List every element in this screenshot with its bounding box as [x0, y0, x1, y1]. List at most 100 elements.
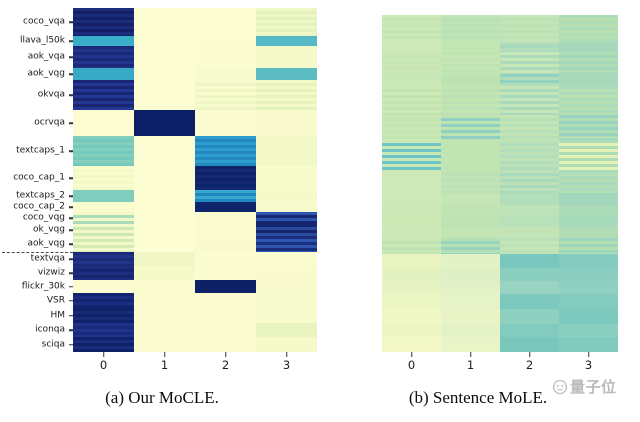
heatmap-cell	[500, 281, 559, 295]
heatmap-cell	[195, 136, 256, 166]
heatmap-cell	[559, 15, 618, 43]
y-tick-label: aok_vqg	[27, 68, 66, 79]
heatmap-cell	[195, 337, 256, 352]
heatmap-cell	[382, 281, 441, 295]
heatmap-cell	[134, 36, 195, 46]
heatmap-cell	[73, 293, 134, 308]
heatmap-row	[73, 293, 317, 308]
x-tick-label: 1	[160, 358, 169, 372]
y-tick-label: aok_vqg	[27, 238, 66, 249]
y-tick-label: okvqa	[37, 89, 65, 100]
heatmap-cell	[559, 294, 618, 309]
y-tick	[69, 73, 73, 75]
heatmap-cell	[256, 68, 317, 80]
heatmap-cell	[134, 202, 195, 212]
y-tick-label: iconqa	[35, 324, 65, 335]
heatmap-cell	[382, 52, 441, 74]
heatmap-row	[382, 85, 618, 115]
heatmap-row	[382, 15, 618, 43]
heatmap-cell	[195, 280, 256, 293]
heatmap-cell	[500, 205, 559, 215]
heatmap-cell	[500, 73, 559, 86]
y-tick-label: VSR	[46, 295, 65, 305]
y-tick	[69, 229, 73, 231]
heatmap-cell	[500, 294, 559, 309]
y-tick	[69, 122, 73, 124]
x-tick	[469, 352, 472, 357]
heatmap-cell	[256, 110, 317, 136]
heatmap-cell	[256, 293, 317, 308]
heatmap-cell	[134, 166, 195, 190]
heatmap-cell	[73, 80, 134, 110]
heatmap-cell	[559, 254, 618, 268]
heatmap-cell	[559, 169, 618, 194]
right-x-axis: 0 1 2 3	[382, 352, 618, 376]
heatmap-row	[73, 80, 317, 110]
heatmap-cell	[195, 252, 256, 266]
heatmap-cell	[256, 266, 317, 280]
heatmap-row	[73, 8, 317, 36]
x-tick	[285, 352, 288, 357]
heatmap-row	[73, 266, 317, 280]
heatmap-cell	[441, 169, 500, 194]
heatmap-row	[382, 169, 618, 194]
heatmap-row	[73, 308, 317, 323]
x-tick	[102, 352, 105, 357]
heatmap-row	[382, 214, 618, 227]
heatmap-cell	[73, 36, 134, 46]
heatmap-row	[382, 294, 618, 309]
heatmap-cell	[195, 46, 256, 68]
heatmap-cell	[256, 80, 317, 110]
caption-right: (b) Sentence MoLE.	[408, 388, 548, 407]
heatmap-cell	[256, 224, 317, 236]
heatmap-cell	[441, 308, 500, 324]
heatmap-cell	[195, 80, 256, 110]
heatmap-cell	[134, 136, 195, 166]
heatmap-cell	[73, 280, 134, 293]
y-tick	[69, 272, 73, 274]
heatmap-cell	[559, 267, 618, 282]
heatmap-cell	[256, 337, 317, 352]
heatmap-row	[73, 212, 317, 224]
heatmap-cell	[559, 140, 618, 170]
y-tick	[69, 40, 73, 42]
y-tick	[69, 343, 73, 346]
heatmap-cell	[500, 114, 559, 141]
heatmap-cell	[73, 224, 134, 236]
heatmap-cell	[382, 226, 441, 239]
heatmap-cell	[134, 110, 195, 136]
y-tick-label: HM	[50, 310, 65, 320]
y-tick	[69, 206, 73, 208]
heatmap-cell	[500, 254, 559, 268]
heatmap-cell	[73, 252, 134, 266]
y-tick	[69, 21, 73, 23]
qbitai-logo-icon	[552, 379, 568, 395]
heatmap-cell	[73, 236, 134, 252]
heatmap-cell	[559, 226, 618, 239]
heatmap-cell	[382, 267, 441, 282]
heatmap-cell	[500, 42, 559, 53]
heatmap-row	[382, 42, 618, 53]
heatmap-cell	[382, 254, 441, 268]
heatmap-cell	[559, 114, 618, 141]
heatmap-row	[382, 52, 618, 74]
heatmap-cell	[559, 42, 618, 53]
x-tick-label: 3	[282, 358, 291, 372]
heatmap-cell	[441, 267, 500, 282]
heatmap-cell	[382, 114, 441, 141]
heatmap-cell	[441, 337, 500, 352]
heatmap-row	[73, 36, 317, 46]
heatmap-cell	[73, 68, 134, 80]
heatmap-cell	[73, 212, 134, 224]
heatmap-cell	[382, 294, 441, 309]
left-heatmap	[73, 8, 317, 352]
heatmap-row	[382, 73, 618, 86]
heatmap-cell	[441, 238, 500, 255]
watermark: 量子位	[552, 376, 617, 397]
heatmap-cell	[195, 68, 256, 80]
heatmap-row	[73, 280, 317, 293]
heatmap-cell	[441, 73, 500, 86]
heatmap-cell	[500, 15, 559, 43]
heatmap-row	[73, 236, 317, 252]
y-tick-label: aok_vqa	[27, 51, 65, 62]
